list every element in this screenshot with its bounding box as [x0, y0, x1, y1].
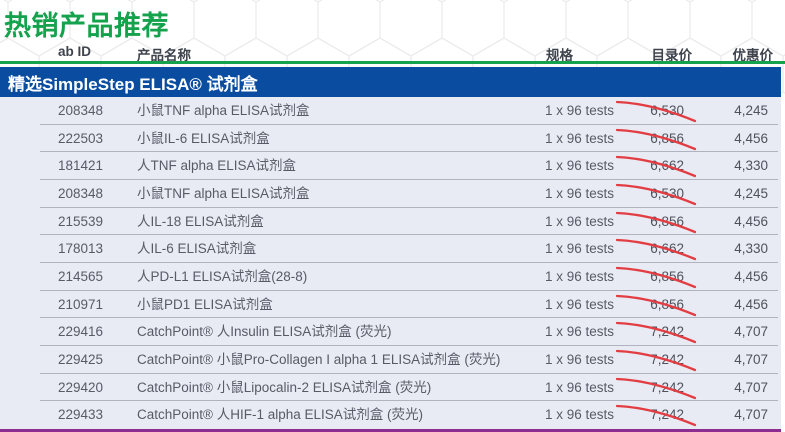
list-price-value: 6,530 — [650, 102, 684, 118]
section-banner: 精选SimpleStep ELISA® 试剂盒 — [0, 67, 781, 97]
list-price-cell: 7,242 — [615, 405, 697, 427]
table-column-headers: ab ID 产品名称 规格 目录价 优惠价 — [0, 0, 785, 63]
ab-id-cell: 178013 — [58, 241, 104, 257]
product-name-cell: 人PD-L1 ELISA试剂盒(28-8) — [137, 268, 308, 284]
table-row: 214565 人PD-L1 ELISA试剂盒(28-8) 1 x 96 test… — [0, 263, 781, 291]
product-name-cell: CatchPoint® 小鼠Pro-Collagen I alpha 1 ELI… — [137, 351, 501, 367]
promo-price-cell: 4,456 — [734, 213, 768, 229]
list-price-cell: 6,856 — [615, 128, 697, 150]
column-header-promo-price: 优惠价 — [732, 48, 774, 63]
ab-id-cell: 229420 — [58, 379, 104, 395]
list-price-value: 7,242 — [650, 324, 684, 340]
spec-cell: 1 x 96 tests — [545, 213, 615, 229]
list-price-cell: 7,242 — [615, 377, 697, 399]
list-price-value: 7,242 — [650, 351, 684, 367]
spec-cell: 1 x 96 tests — [545, 102, 615, 118]
table-row: 222503 小鼠IL-6 ELISA试剂盒 1 x 96 tests 6,85… — [0, 125, 781, 153]
column-header-list-price: 目录价 — [651, 48, 693, 63]
header-divider-rule — [0, 61, 785, 64]
column-header-spec: 规格 — [546, 48, 573, 63]
ab-id-cell: 229425 — [58, 351, 104, 367]
spec-cell: 1 x 96 tests — [545, 407, 615, 423]
promo-price-cell: 4,330 — [734, 158, 768, 174]
spec-cell: 1 x 96 tests — [545, 379, 615, 395]
table-row: 178013 人IL-6 ELISA试剂盒 1 x 96 tests 6,662… — [0, 235, 781, 263]
ab-id-cell: 181421 — [58, 158, 104, 174]
table-row: 210971 小鼠PD1 ELISA试剂盒 1 x 96 tests 6,856… — [0, 291, 781, 319]
product-name-cell: 小鼠TNF alpha ELISA试剂盒 — [137, 185, 310, 201]
table-row: 229416 CatchPoint® 人Insulin ELISA试剂盒 (荧光… — [0, 318, 781, 346]
table-row: 208348 小鼠TNF alpha ELISA试剂盒 1 x 96 tests… — [0, 97, 781, 125]
spec-cell: 1 x 96 tests — [545, 324, 615, 340]
list-price-value: 7,242 — [650, 407, 684, 423]
product-name-cell: 人IL-6 ELISA试剂盒 — [137, 241, 257, 257]
list-price-cell: 6,662 — [615, 156, 697, 178]
list-price-value: 6,856 — [650, 213, 684, 229]
list-price-value: 6,856 — [650, 268, 684, 284]
spec-cell: 1 x 96 tests — [545, 241, 615, 257]
page-title: 热销产品推荐 — [4, 11, 169, 41]
promo-price-cell: 4,456 — [734, 268, 768, 284]
column-header-product-name: 产品名称 — [137, 48, 191, 63]
list-price-value: 6,662 — [650, 241, 684, 257]
spec-cell: 1 x 96 tests — [545, 158, 615, 174]
list-price-cell: 6,856 — [615, 294, 697, 316]
list-price-value: 7,242 — [650, 379, 684, 395]
ab-id-cell: 210971 — [58, 296, 104, 312]
product-name-cell: 人IL-18 ELISA试剂盒 — [137, 213, 264, 229]
promo-price-cell: 4,330 — [734, 241, 768, 257]
product-name-cell: CatchPoint® 人Insulin ELISA试剂盒 (荧光) — [137, 324, 392, 340]
list-price-value: 6,856 — [650, 130, 684, 146]
product-name-cell: 人TNF alpha ELISA试剂盒 — [137, 158, 297, 174]
ab-id-cell: 222503 — [58, 130, 104, 146]
product-name-cell: 小鼠IL-6 ELISA试剂盒 — [137, 130, 270, 146]
spec-cell: 1 x 96 tests — [545, 296, 615, 312]
promo-price-cell: 4,707 — [734, 351, 768, 367]
list-price-cell: 6,662 — [615, 239, 697, 261]
promo-price-cell: 4,707 — [734, 379, 768, 395]
spec-cell: 1 x 96 tests — [545, 351, 615, 367]
section-banner-title: 精选SimpleStep ELISA® 试剂盒 — [8, 74, 258, 94]
table-row: 229433 CatchPoint® 人HIF-1 alpha ELISA试剂盒… — [0, 401, 781, 429]
product-name-cell: 小鼠PD1 ELISA试剂盒 — [137, 296, 273, 312]
list-price-cell: 6,530 — [615, 183, 697, 205]
ab-id-cell: 208348 — [58, 102, 104, 118]
spec-cell: 1 x 96 tests — [545, 185, 615, 201]
product-table: 208348 小鼠TNF alpha ELISA试剂盒 1 x 96 tests… — [0, 97, 781, 432]
table-row: 208348 小鼠TNF alpha ELISA试剂盒 1 x 96 tests… — [0, 180, 781, 208]
promo-price-cell: 4,245 — [734, 102, 768, 118]
product-name-cell: 小鼠TNF alpha ELISA试剂盒 — [137, 102, 310, 118]
table-row: 215539 人IL-18 ELISA试剂盒 1 x 96 tests 6,85… — [0, 208, 781, 236]
promo-price-cell: 4,456 — [734, 296, 768, 312]
ab-id-cell: 208348 — [58, 185, 104, 201]
ab-id-cell: 214565 — [58, 268, 104, 284]
list-price-cell: 7,242 — [615, 322, 697, 344]
table-row: 229425 CatchPoint® 小鼠Pro-Collagen I alph… — [0, 346, 781, 374]
list-price-cell: 6,856 — [615, 266, 697, 289]
promo-price-cell: 4,707 — [734, 324, 768, 340]
list-price-value: 6,856 — [650, 296, 684, 312]
ab-id-cell: 229416 — [58, 324, 104, 340]
list-price-cell: 6,530 — [615, 100, 697, 122]
ab-id-cell: 215539 — [58, 213, 104, 229]
product-name-cell: CatchPoint® 小鼠Lipocalin-2 ELISA试剂盒 (荧光) — [137, 379, 432, 395]
ab-id-cell: 229433 — [58, 407, 104, 423]
list-price-value: 6,530 — [650, 185, 684, 201]
promo-price-cell: 4,707 — [734, 407, 768, 423]
promo-price-cell: 4,456 — [734, 130, 768, 146]
table-row: 181421 人TNF alpha ELISA试剂盒 1 x 96 tests … — [0, 152, 781, 180]
table-row: 229420 CatchPoint® 小鼠Lipocalin-2 ELISA试剂… — [0, 374, 781, 402]
product-name-cell: CatchPoint® 人HIF-1 alpha ELISA试剂盒 (荧光) — [137, 407, 424, 423]
list-price-cell: 7,242 — [615, 349, 697, 372]
list-price-value: 6,662 — [650, 158, 684, 174]
column-header-ab-id: ab ID — [58, 44, 92, 59]
spec-cell: 1 x 96 tests — [545, 130, 615, 146]
promo-price-cell: 4,245 — [734, 185, 768, 201]
list-price-cell: 6,856 — [615, 211, 697, 233]
spec-cell: 1 x 96 tests — [545, 268, 615, 284]
